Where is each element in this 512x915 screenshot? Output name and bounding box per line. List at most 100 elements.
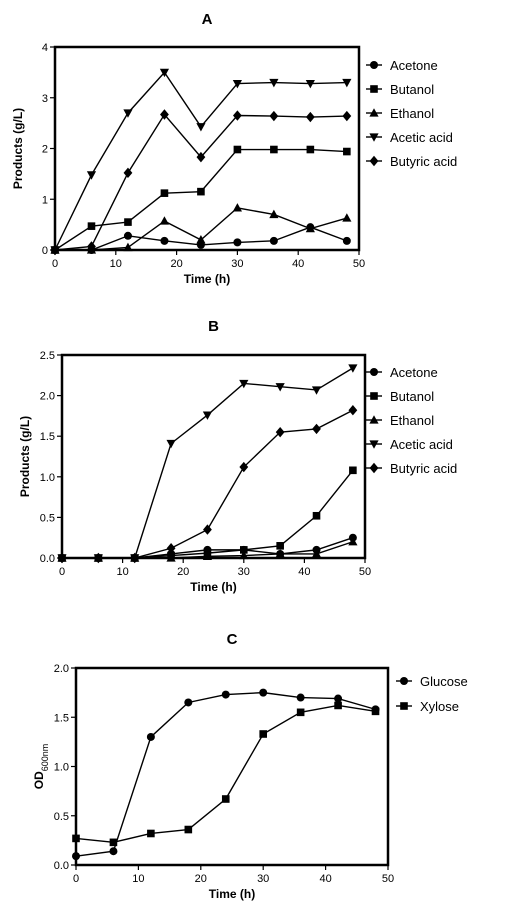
panel-title: B (208, 318, 219, 335)
y-tick-label: 0.0 (54, 860, 69, 872)
data-point (57, 552, 67, 564)
y-tick-label: 0.0 (40, 553, 55, 565)
x-tick-label: 0 (73, 873, 79, 885)
legend-marker (369, 155, 379, 167)
legend-label: Ethanol (390, 106, 434, 121)
data-point (50, 244, 60, 256)
data-point (196, 151, 206, 163)
legend-marker (370, 85, 378, 93)
y-tick-label: 3 (42, 93, 48, 105)
data-point (147, 829, 155, 838)
y-tick-label: 1.5 (40, 431, 55, 443)
data-point (166, 553, 176, 562)
x-tick-label: 0 (52, 258, 58, 270)
data-point (334, 694, 343, 703)
y-axis-title: OD600nm (32, 744, 50, 790)
data-point (159, 68, 170, 78)
data-point (275, 426, 285, 438)
data-point (270, 145, 278, 154)
data-point (312, 511, 321, 520)
series-line-butanol (62, 469, 354, 559)
y-axis-title-subscript: 600nm (40, 744, 50, 772)
data-point (160, 236, 169, 245)
x-tick-label: 40 (319, 873, 331, 885)
x-tick-label: 50 (353, 258, 365, 270)
legend-marker (400, 677, 408, 685)
data-point (123, 167, 133, 179)
panel-title: C (227, 631, 238, 648)
y-axis-title: Products (g/L) (18, 416, 32, 497)
data-point (124, 218, 132, 226)
x-tick-label: 50 (382, 873, 394, 885)
data-point (305, 223, 315, 233)
data-point (275, 549, 285, 558)
data-point (166, 439, 176, 449)
plot-frame (60, 353, 367, 560)
data-point (233, 110, 242, 121)
y-tick-label: 2.0 (40, 391, 55, 403)
legend-label: Xylose (420, 699, 459, 714)
data-point (305, 79, 315, 89)
x-axis-title: Time (h) (209, 887, 255, 901)
y-tick-label: 1.0 (40, 472, 55, 484)
data-point (232, 79, 242, 89)
chart-panel-2: B 0 10 20 30 40 50 0.0 0.5 1.0 1.5 2.0 2.5 Time (h) Pr… (18, 318, 457, 594)
data-point (221, 690, 230, 699)
legend-label: Acetic acid (390, 130, 453, 145)
legend-marker (400, 702, 408, 710)
data-point (123, 231, 132, 240)
series-line-butanol (54, 148, 347, 251)
legend-label: Butyric acid (390, 461, 457, 476)
data-point (109, 847, 118, 856)
x-tick-label: 40 (298, 566, 310, 578)
data-point (184, 698, 193, 707)
legend-label: Butanol (390, 389, 434, 404)
data-point (269, 209, 279, 219)
x-tick-label: 20 (170, 258, 182, 270)
legend-marker (369, 415, 379, 424)
data-point (305, 111, 315, 123)
legend-marker (369, 440, 379, 449)
data-point (86, 171, 97, 180)
data-point (342, 213, 352, 222)
chart-panel-1: A 0 10 20 30 40 50 0 1 2 3 4 Time (h) Products (g/L) A… (11, 11, 457, 286)
data-point (276, 542, 284, 550)
data-point (334, 701, 342, 710)
data-point (221, 795, 230, 803)
data-point (269, 110, 279, 122)
data-point (196, 235, 206, 244)
y-tick-label: 4 (42, 42, 48, 54)
data-point (259, 730, 267, 738)
y-tick-label: 2.5 (40, 350, 55, 362)
data-point (240, 546, 248, 554)
legend-label: Butanol (390, 82, 434, 97)
data-point (306, 145, 315, 154)
data-point (72, 852, 80, 861)
data-point (239, 461, 249, 473)
x-tick-label: 10 (116, 566, 128, 578)
data-point (159, 216, 170, 225)
y-tick-label: 0.5 (40, 512, 55, 524)
data-point (196, 123, 206, 132)
data-point (269, 236, 278, 245)
data-point (202, 411, 213, 420)
x-tick-label: 10 (110, 258, 122, 270)
data-point (123, 109, 133, 118)
legend-label: Glucose (420, 674, 468, 689)
legend-marker (369, 462, 379, 474)
legend-label: Ethanol (390, 413, 434, 428)
data-point (239, 550, 249, 560)
y-tick-label: 1.5 (54, 712, 69, 724)
x-tick-label: 20 (177, 566, 189, 578)
x-axis-title: Time (h) (184, 272, 230, 286)
data-point (239, 379, 249, 389)
y-tick-label: 1 (42, 194, 48, 206)
y-tick-label: 2.0 (54, 663, 69, 675)
data-point (342, 236, 351, 245)
data-point (197, 187, 205, 196)
x-tick-label: 0 (59, 566, 65, 578)
data-point (93, 552, 103, 564)
data-point (342, 78, 352, 88)
y-tick-label: 1.0 (54, 762, 69, 774)
